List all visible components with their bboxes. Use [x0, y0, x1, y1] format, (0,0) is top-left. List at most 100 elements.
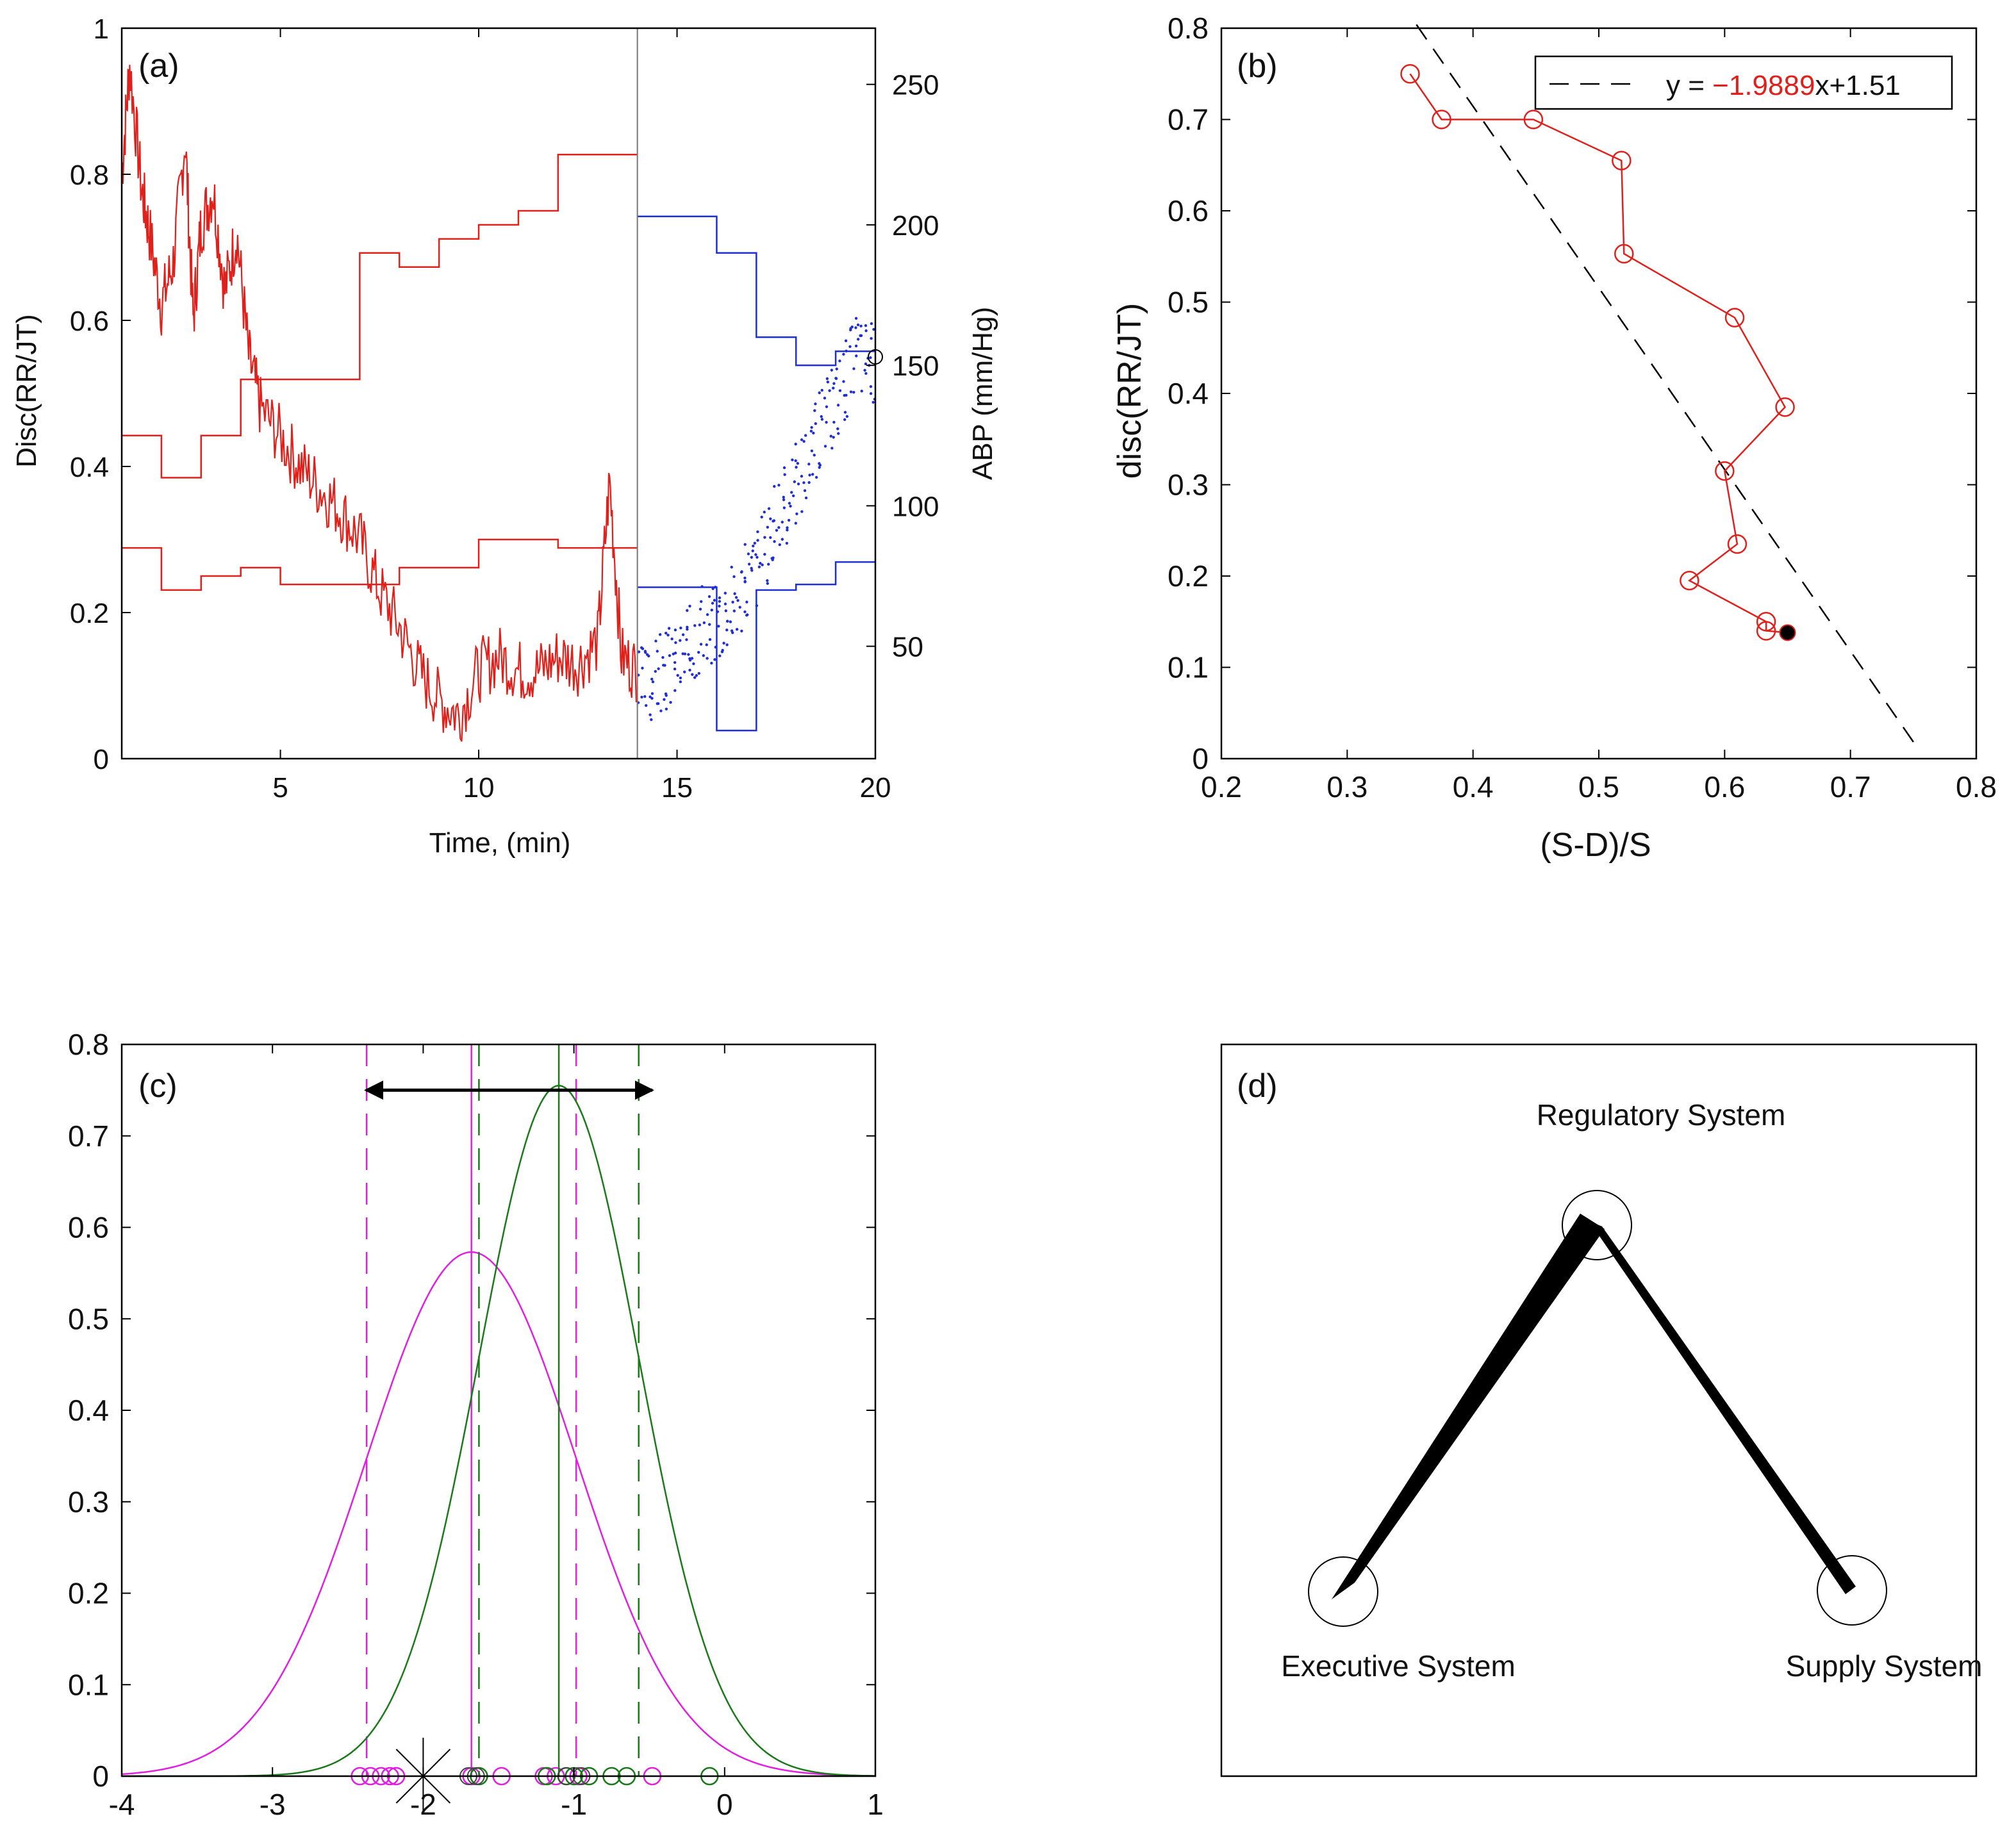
- disc-post-dot: [814, 422, 818, 425]
- disc-post-dot: [757, 565, 761, 569]
- data-point: [1724, 308, 1745, 327]
- y-tick-label: 0.6: [70, 306, 109, 337]
- disc-post-dot: [854, 317, 858, 320]
- disc-post-dot: [794, 459, 797, 463]
- disc-post-dot: [650, 718, 653, 721]
- x-tick-label: 5: [272, 772, 288, 804]
- y-tick-label: 0.1: [1168, 651, 1209, 684]
- panel-a-right-y-axis-label: ABP (mm/Hg): [967, 307, 998, 481]
- disc-post-dot: [832, 420, 836, 424]
- disc-post-dot: [773, 540, 776, 543]
- disc-post-dot: [697, 650, 700, 654]
- disc-post-dot: [837, 432, 840, 435]
- panel-b-points: [1400, 64, 1796, 641]
- data-point: [1523, 110, 1544, 129]
- disc-post-dot: [800, 475, 804, 478]
- panel-b-legend: y = −1.9889x+1.51: [1534, 55, 1953, 110]
- disc-post-dot: [818, 391, 821, 395]
- disc-post-dot: [658, 633, 662, 636]
- disc-post-dot: [813, 454, 816, 457]
- disc-post-dot: [698, 607, 702, 611]
- x-tick-label: -3: [260, 1788, 286, 1821]
- disc-post-dot: [706, 657, 709, 660]
- right-y-tick-label: 200: [892, 210, 939, 242]
- disc-post-dot: [849, 390, 853, 393]
- disc-post-dot: [823, 397, 827, 400]
- y-tick-label: 0.8: [68, 1028, 109, 1061]
- disc-post-dot: [843, 411, 847, 414]
- panel-c-series: [121, 1044, 876, 1815]
- disc-post-dot: [734, 596, 738, 599]
- disc-post-dot: [691, 673, 694, 676]
- disc-post-dot: [756, 556, 759, 559]
- disc-post-dot: [782, 495, 785, 499]
- disc-post-dot: [777, 526, 781, 529]
- disc-post-dot: [872, 327, 875, 331]
- disc-post-dot: [766, 579, 769, 582]
- right-y-tick-label: 50: [892, 632, 923, 663]
- disc-post-dot: [693, 676, 697, 679]
- disc-post-dot: [650, 677, 654, 681]
- disc-post-dot: [729, 620, 732, 623]
- disc-post-dot: [781, 538, 784, 541]
- panel-b-legend-box: [1534, 55, 1953, 110]
- disc-post-dot: [814, 475, 818, 479]
- disc-post-dot: [864, 329, 868, 333]
- disc-post-dot: [782, 466, 786, 470]
- disc-post-dot: [717, 625, 720, 628]
- disc-post-dot: [845, 415, 849, 418]
- panel-a-frame: [120, 27, 877, 760]
- disc-post-dot: [802, 440, 806, 443]
- disc-post-dot: [856, 323, 860, 327]
- sbp-post-line: [637, 215, 875, 367]
- disc-post-dot: [790, 491, 793, 494]
- disc-post-dot: [650, 696, 654, 700]
- panel-b-x-axis-label: (S-D)/S: [1540, 827, 1651, 864]
- disc-post-dot: [723, 602, 727, 606]
- disc-post-dot: [800, 510, 804, 513]
- y-tick-label: 1: [94, 13, 109, 45]
- panel-a-x-axis-label: Time, (min): [429, 827, 571, 859]
- panel-a-x-ticks: 5 10 15 20: [272, 28, 891, 804]
- disc-post-dot: [687, 653, 690, 656]
- disc-post-dot: [756, 530, 759, 534]
- disc-post-dot: [772, 519, 776, 522]
- disc-post-dot: [650, 692, 654, 695]
- disc-post-dot: [751, 549, 754, 552]
- disc-post-dot: [870, 336, 873, 340]
- panel-a-y-ticks: 0 0.2 0.4 0.6 0.8 1: [70, 13, 131, 775]
- panel-b-label: (b): [1237, 47, 1278, 85]
- supply-system-label: Supply System: [1786, 1649, 1983, 1683]
- panel-d-label: (d): [1237, 1067, 1278, 1105]
- disc-post-dot: [750, 556, 754, 559]
- disc-post-dot: [645, 704, 648, 707]
- data-point: [1680, 570, 1699, 591]
- disc-post-dot: [800, 438, 804, 441]
- disc-post-dot: [649, 713, 652, 716]
- disc-post-dot: [695, 674, 698, 677]
- disc-post-dot: [793, 480, 797, 484]
- disc-post-dot: [647, 654, 650, 658]
- disc-post-dot: [669, 700, 672, 704]
- disc-post-dot: [829, 434, 832, 438]
- panel-a: 5 10 15 20 0 0.2 0.4 0.6 0.8 1 50 100 150 200 250 (a…: [11, 13, 998, 859]
- disc-post-dot: [796, 462, 800, 465]
- x-tick-label: -1: [561, 1788, 587, 1821]
- disc-post-dot: [783, 473, 786, 476]
- disc-post-dot: [789, 504, 792, 508]
- disc-post-dot: [803, 489, 807, 492]
- disc-post-dot: [740, 629, 743, 632]
- disc-post-dot: [667, 627, 671, 630]
- disc-post-dot: [848, 345, 852, 349]
- panel-c-frame: [120, 1043, 877, 1777]
- x-tick-label: 1: [867, 1788, 884, 1821]
- disc-post-dot: [838, 359, 841, 363]
- disc-post-dot: [654, 639, 657, 643]
- disc-post-dot: [777, 483, 781, 487]
- disc-post-dot: [688, 668, 691, 672]
- disc-post-dot: [714, 645, 718, 649]
- disc-post-dot: [856, 338, 860, 341]
- disc-post-dot: [844, 339, 848, 343]
- disc-post-dot: [826, 381, 830, 384]
- magenta-gaussian-curve: [121, 1251, 875, 1777]
